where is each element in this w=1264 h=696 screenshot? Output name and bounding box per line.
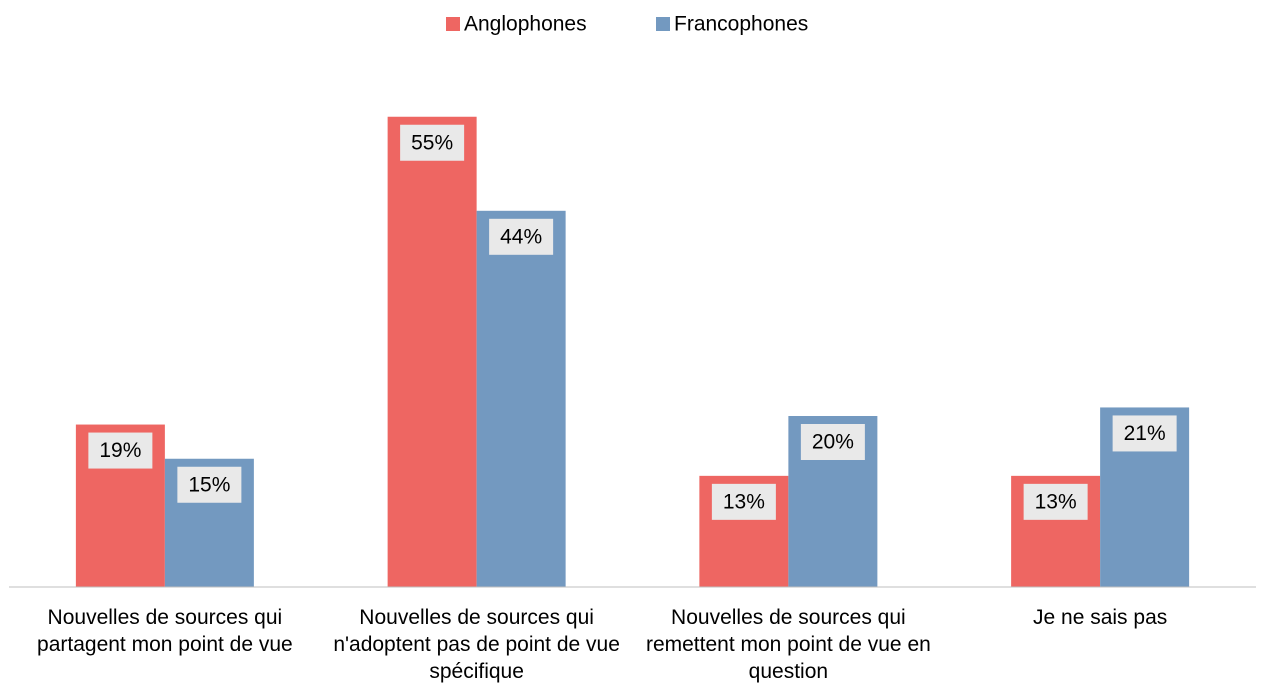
- legend-swatch: [656, 17, 670, 31]
- legend-label: Anglophones: [464, 13, 587, 36]
- legend-label: Francophones: [674, 13, 808, 36]
- bar: [387, 116, 477, 587]
- bar: [476, 210, 566, 588]
- data-label-box: [1112, 415, 1177, 452]
- data-label: 15%: [188, 473, 230, 496]
- x-tick-label: Nouvelles de sources qui remettent mon p…: [645, 606, 931, 683]
- data-label-box: [88, 432, 153, 469]
- data-label-box: [711, 483, 776, 520]
- x-tick-label: Je ne sais pas: [1033, 606, 1168, 629]
- data-label-box: [177, 466, 242, 503]
- data-label-box: [800, 424, 865, 460]
- data-label: 13%: [723, 490, 765, 513]
- data-label: 13%: [1035, 490, 1077, 513]
- data-label-box: [1023, 483, 1088, 520]
- data-label: 44%: [500, 225, 542, 248]
- data-label: 21%: [1124, 422, 1166, 445]
- data-label: 19%: [99, 439, 141, 462]
- data-label-box: [489, 218, 554, 255]
- data-label: 20%: [812, 431, 854, 454]
- x-tick-label: Nouvelles de sources qui partagent mon p…: [37, 606, 293, 656]
- data-label: 55%: [411, 131, 453, 154]
- data-label-box: [400, 124, 465, 161]
- x-tick-label: Nouvelles de sources qui n'adoptent pas …: [333, 606, 620, 683]
- legend-swatch: [446, 17, 460, 31]
